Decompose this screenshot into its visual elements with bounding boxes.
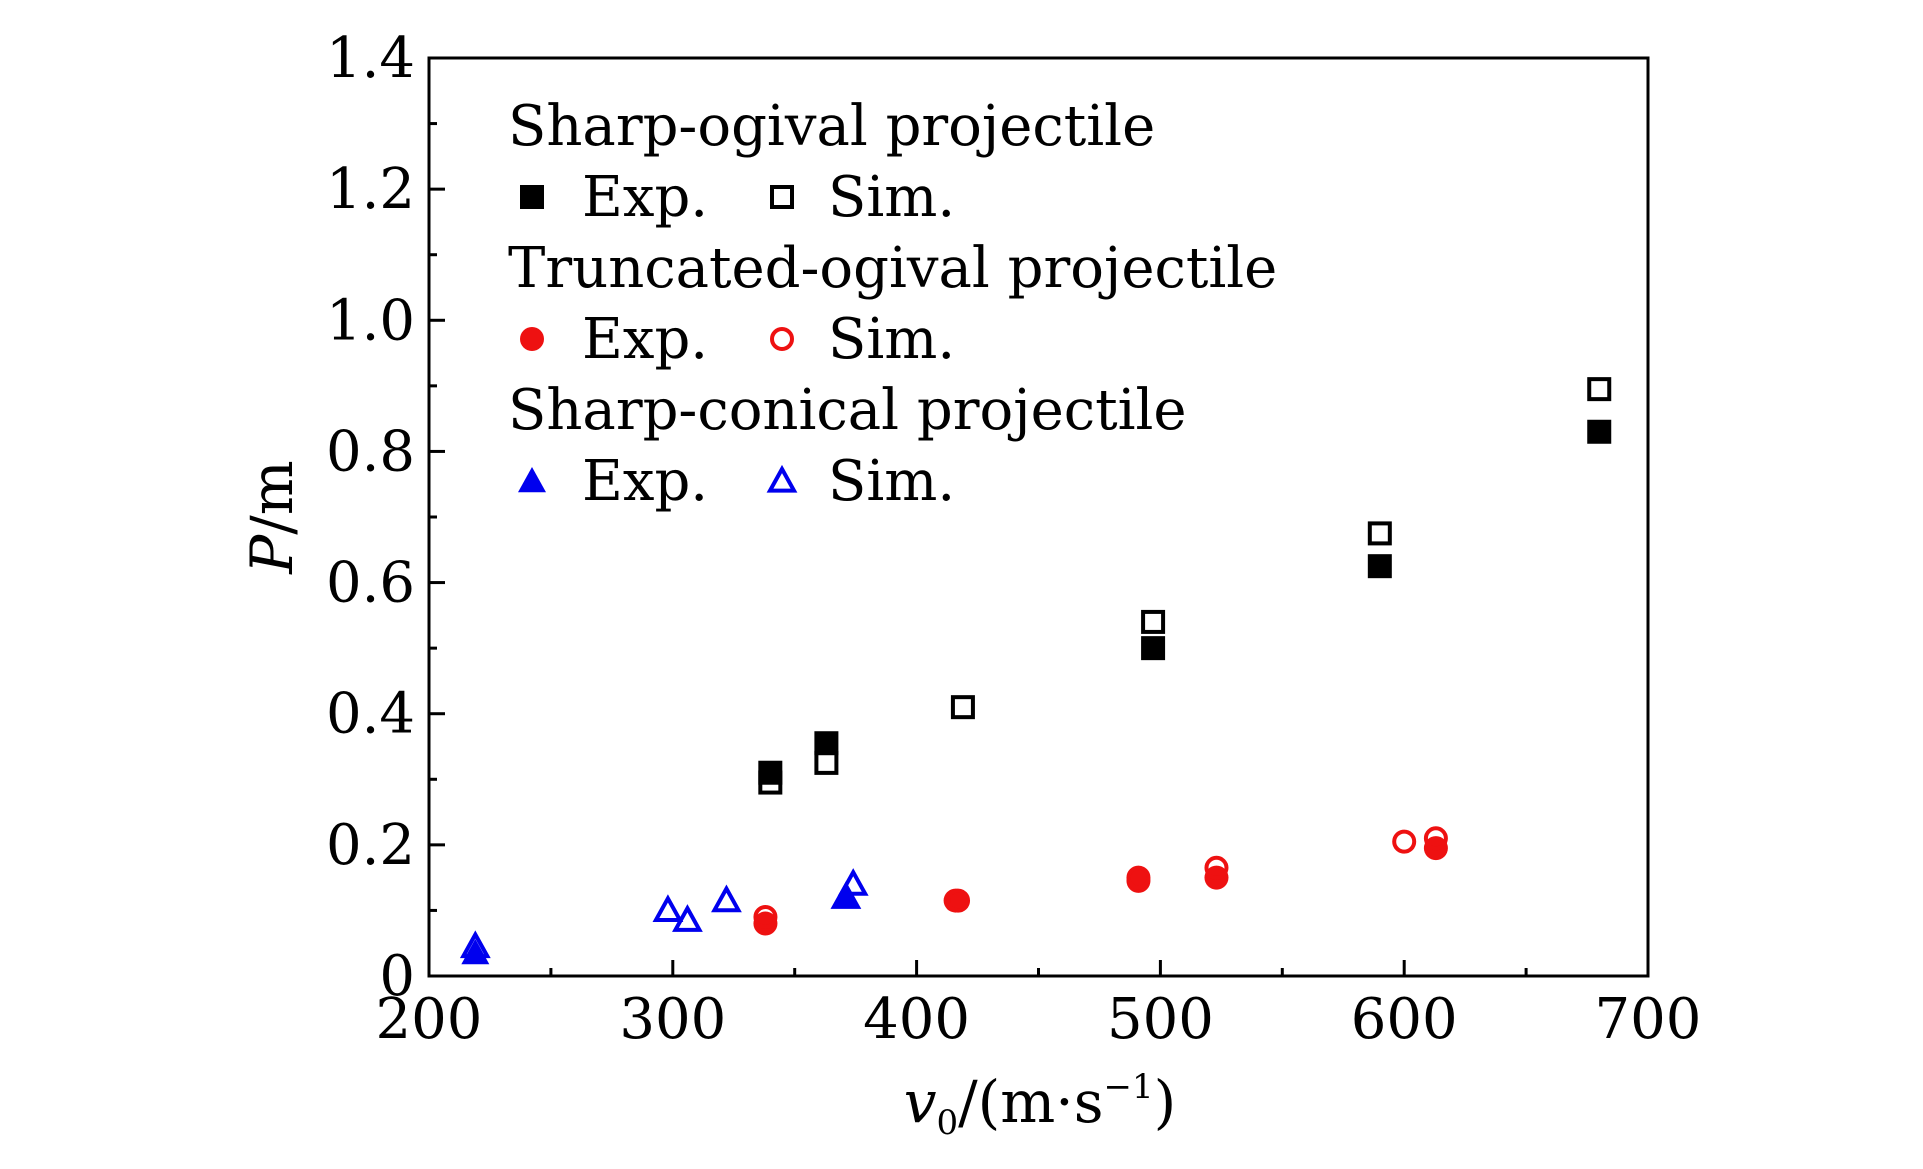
legend-entry-label: Exp. (582, 307, 708, 372)
legend-circle-exp-marker (520, 327, 544, 351)
axis-ticks: 200 300 400 500 600 700 0 0.2 0.4 0.6 0.8 1.0 1.2 1.4 (326, 26, 1702, 1052)
y-tick-label: 0.2 (326, 813, 415, 878)
y-axis-label: P/m (238, 460, 306, 575)
y-tick-label: 0.6 (326, 551, 415, 616)
square-sim-point (758, 770, 783, 795)
square-exp-point (1587, 419, 1612, 444)
circle-sim-point (1204, 855, 1229, 880)
circle-sim-point (1423, 826, 1448, 851)
legend-entry-label: Exp. (582, 165, 708, 230)
circle-sim-point (753, 904, 778, 929)
legend-group-title: Sharp-ogival projectile (508, 94, 1155, 159)
data-points (459, 377, 1612, 965)
legend-circle-sim-marker (770, 327, 794, 351)
y-tick-label: 0.8 (326, 419, 415, 484)
y-tick-label: 0.4 (326, 682, 415, 747)
legend-group-title: Truncated-ogival projectile (508, 236, 1277, 301)
triangle-sim-point (837, 868, 869, 896)
triangle-sim-point (830, 881, 862, 909)
circle-sim-point (1126, 865, 1151, 890)
y-tick-label: 0 (379, 944, 415, 1009)
triangle-sim-point (459, 930, 491, 959)
circle-sim-point (946, 888, 971, 913)
x-tick-label: 500 (1107, 987, 1214, 1052)
square-sim-point (1367, 521, 1392, 546)
x-tick-label: 300 (619, 987, 726, 1052)
legend-square-sim-marker (770, 185, 794, 209)
x-tick-label: 200 (376, 987, 483, 1052)
x-tick-label: 700 (1595, 987, 1702, 1052)
x-axis-label: v0/(m·s−1) (904, 1067, 1177, 1143)
legend-entry-label: Exp. (582, 449, 708, 514)
circle-sim-point (1392, 829, 1417, 854)
x-tick-label: 600 (1351, 987, 1458, 1052)
triangle-exp-point (831, 883, 860, 909)
y-tick-label: 1.4 (326, 26, 415, 91)
square-sim-point (950, 695, 975, 720)
square-sim-point (1141, 609, 1166, 634)
legend-triangle-sim-marker (766, 464, 798, 493)
square-exp-point (1367, 554, 1392, 579)
circle-exp-point (753, 911, 778, 936)
triangle-sim-point (652, 894, 684, 923)
legend-entry-label: Sim. (828, 449, 955, 514)
square-exp-point (1141, 636, 1166, 661)
legend-entry-label: Sim. (828, 165, 955, 230)
square-sim-point (814, 750, 839, 775)
legend-triangle-exp-marker (518, 467, 546, 493)
legend-group-title: Sharp-conical projectile (508, 378, 1187, 443)
square-sim-point (1587, 377, 1612, 402)
x-tick-label: 400 (863, 987, 970, 1052)
legend-entry-label: Sim. (828, 307, 955, 372)
y-tick-label: 1.2 (326, 157, 415, 222)
y-tick-label: 1.0 (326, 288, 415, 353)
triangle-sim-point (711, 884, 742, 913)
triangle-sim-point (672, 904, 703, 932)
legend-square-exp-marker (520, 185, 544, 209)
